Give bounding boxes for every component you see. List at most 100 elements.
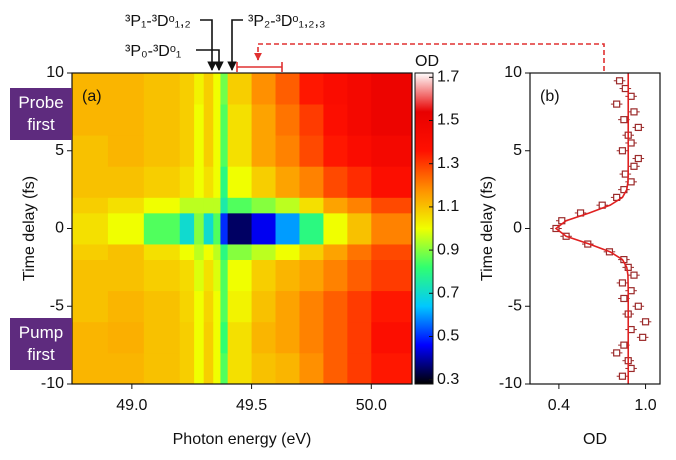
heatmap-cell bbox=[371, 244, 413, 260]
heatmap-cell bbox=[371, 259, 413, 292]
heatmap-cell bbox=[323, 197, 348, 214]
heatmap-cell bbox=[107, 290, 145, 323]
heatmap-cell bbox=[203, 290, 214, 323]
heatmap-cell bbox=[347, 73, 372, 105]
heatmap-cells bbox=[72, 73, 413, 385]
heatmap-cell bbox=[179, 321, 195, 354]
panel-label: (a) bbox=[82, 88, 102, 105]
heatmap-cell bbox=[143, 321, 181, 354]
heatmap-cell bbox=[220, 321, 229, 354]
data-point bbox=[634, 154, 642, 163]
heatmap-cell bbox=[72, 352, 109, 385]
data-point bbox=[618, 147, 627, 155]
heatmap-cell bbox=[299, 259, 324, 292]
heatmap-cell bbox=[371, 135, 413, 167]
heatmap-cell bbox=[194, 166, 205, 198]
heatmap-cell bbox=[220, 352, 229, 385]
heatmap-cell bbox=[323, 73, 348, 105]
plot-frame bbox=[529, 72, 661, 385]
heatmap-cell bbox=[107, 212, 145, 245]
heatmap-cell bbox=[72, 244, 109, 260]
heatmap-cell bbox=[275, 212, 300, 245]
heatmap-cell bbox=[179, 212, 195, 245]
heatmap-cell bbox=[143, 197, 181, 214]
transition-label: ³P₂-³Dᵒ₁,₂,₃ bbox=[248, 13, 325, 30]
heatmap-cell bbox=[213, 197, 221, 214]
heatmap-cell bbox=[371, 166, 413, 198]
heatmap-cell bbox=[107, 73, 145, 105]
colorbar-tick-label: 1.7 bbox=[437, 69, 459, 86]
heatmap-cell bbox=[275, 321, 300, 354]
heatmap-cell bbox=[323, 135, 348, 167]
heatmap-cell bbox=[227, 135, 252, 167]
heatmap-cell bbox=[213, 166, 221, 198]
heatmap-cell bbox=[227, 352, 252, 385]
heatmap-cell bbox=[220, 259, 229, 292]
heatmap-cell bbox=[203, 321, 214, 354]
heatmap-cell bbox=[299, 197, 324, 214]
heatmap-cell bbox=[371, 352, 413, 385]
heatmap-cell bbox=[220, 290, 229, 323]
heatmap-cell bbox=[227, 321, 252, 354]
heatmap-cell bbox=[213, 104, 221, 136]
data-point bbox=[620, 116, 628, 124]
heatmap-cell bbox=[220, 104, 229, 136]
heatmap-cell bbox=[194, 259, 205, 292]
heatmap-cell bbox=[371, 212, 413, 245]
heatmap-cell bbox=[251, 73, 276, 105]
heatmap-cell bbox=[323, 166, 348, 198]
heatmap-cell bbox=[194, 212, 205, 245]
heatmap-cell bbox=[194, 290, 205, 323]
heatmap-cell bbox=[299, 321, 324, 354]
heatmap-cell bbox=[179, 259, 195, 292]
heatmap-cell bbox=[371, 290, 413, 323]
heatmap-cell bbox=[213, 212, 221, 245]
colorbar-tick-label: 0.3 bbox=[437, 371, 459, 388]
heatmap-cell bbox=[107, 135, 145, 167]
annotation-arrows bbox=[196, 19, 243, 71]
colorbar-tick-label: 1.5 bbox=[437, 112, 459, 129]
heatmap-cell bbox=[347, 259, 372, 292]
pump-first-label: Pump first bbox=[10, 318, 72, 370]
y-tick-label: -5 bbox=[50, 297, 64, 314]
data-point bbox=[613, 100, 621, 108]
heatmap-cell bbox=[179, 104, 195, 136]
y-tick-label: 5 bbox=[55, 142, 64, 159]
heatmap-cell bbox=[194, 104, 205, 136]
heatmap-cell bbox=[323, 321, 348, 354]
heatmap-cell bbox=[347, 104, 372, 136]
heatmap-cell bbox=[347, 166, 372, 198]
data-point bbox=[620, 341, 628, 349]
heatmap-cell bbox=[213, 290, 221, 323]
heatmap-cell bbox=[203, 244, 214, 260]
heatmap-cell bbox=[347, 244, 372, 260]
heatmap-cell bbox=[251, 104, 276, 136]
heatmap-cell bbox=[275, 244, 300, 260]
heatmap-cell bbox=[347, 212, 372, 245]
heatmap-cell bbox=[107, 104, 145, 136]
x-axis-title: Photon energy (eV) bbox=[173, 431, 312, 448]
y-tick-label: -10 bbox=[499, 375, 522, 392]
heatmap-cell bbox=[107, 197, 145, 214]
data-point bbox=[613, 349, 621, 357]
heatmap-cell bbox=[213, 321, 221, 354]
colorbar bbox=[414, 72, 434, 385]
transition-label: ³P₀-³Dᵒ₁ bbox=[125, 43, 181, 60]
heatmap-cell bbox=[72, 197, 109, 214]
probe-first-label: Probe first bbox=[10, 88, 72, 140]
heatmap-cell bbox=[143, 352, 181, 385]
heatmap-cell bbox=[251, 290, 276, 323]
x-tick-label: 49.0 bbox=[116, 397, 147, 414]
heatmap-cell bbox=[203, 104, 214, 136]
heatmap-cell bbox=[203, 135, 214, 167]
heatmap-cell bbox=[72, 290, 109, 323]
heatmap-cell bbox=[371, 321, 413, 354]
heatmap-cell bbox=[213, 135, 221, 167]
heatmap-cell bbox=[203, 73, 214, 105]
data-point bbox=[624, 263, 632, 271]
fit-line bbox=[554, 73, 630, 384]
heatmap-cell bbox=[227, 212, 252, 245]
heatmap-cell bbox=[203, 352, 214, 385]
heatmap-cell bbox=[323, 104, 348, 136]
colorbar-tick-label: 0.5 bbox=[437, 328, 459, 345]
